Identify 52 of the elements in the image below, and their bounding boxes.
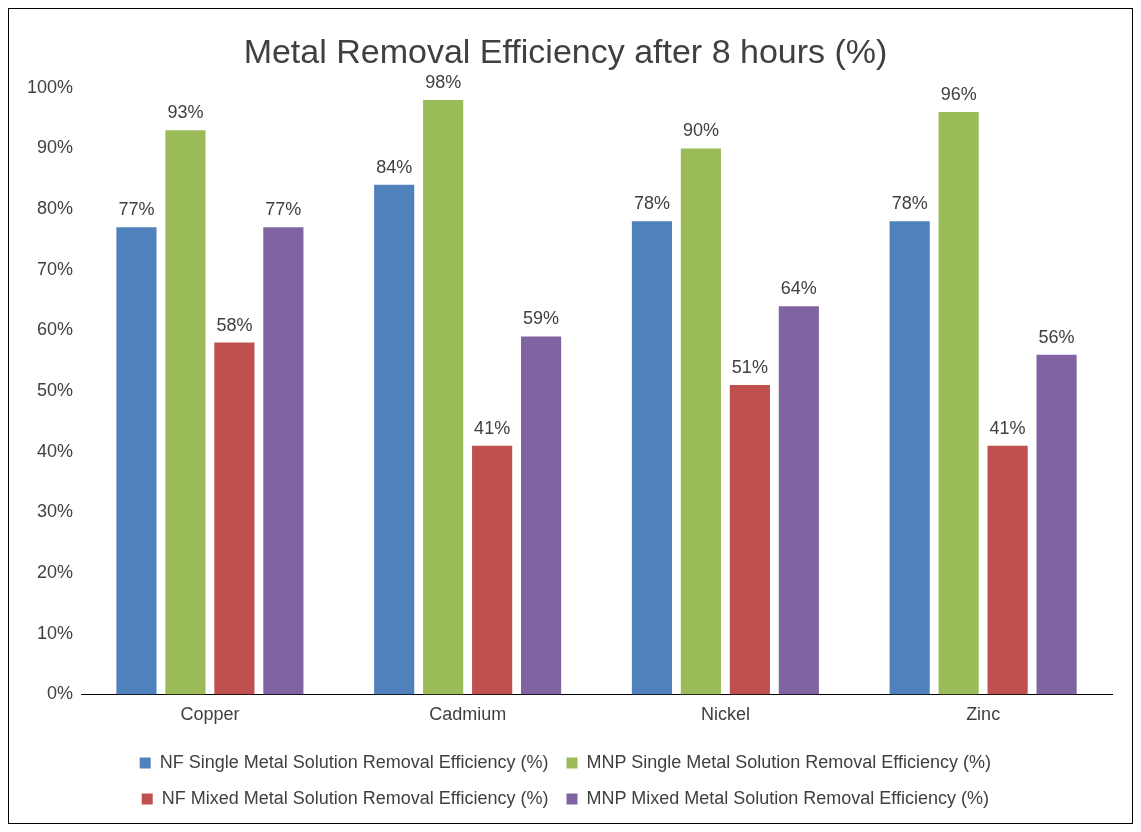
data-label: 77%	[265, 199, 302, 220]
x-tick-label: Zinc	[966, 704, 1001, 725]
data-label: 93%	[167, 102, 204, 123]
y-tick-label: 100%	[26, 76, 74, 97]
x-tick-label: Copper	[180, 704, 240, 725]
data-label: 77%	[118, 199, 155, 220]
data-label: 78%	[633, 193, 670, 214]
y-tick-label: 40%	[37, 440, 74, 461]
bar	[214, 342, 255, 695]
bar	[631, 221, 673, 695]
data-label: 41%	[474, 417, 511, 438]
y-tick-label: 80%	[37, 198, 74, 219]
data-label: 51%	[731, 357, 768, 377]
data-label: 78%	[891, 193, 928, 214]
bar	[987, 445, 1028, 695]
chart-title: Metal Removal Efficiency after 8 hours (%)	[243, 31, 888, 70]
x-tick-label: Nickel	[700, 704, 750, 725]
y-tick-label: 20%	[37, 562, 74, 583]
bar	[1036, 354, 1077, 695]
data-label: 84%	[376, 156, 413, 177]
bar	[374, 184, 415, 695]
y-tick-label: 60%	[37, 319, 74, 340]
bar	[116, 227, 157, 695]
data-label: 59%	[523, 308, 560, 329]
bar	[778, 306, 819, 695]
bar	[729, 385, 770, 695]
y-tick-label: 10%	[37, 622, 74, 643]
data-label: 41%	[989, 417, 1026, 438]
bar	[521, 336, 562, 695]
y-tick-label: 50%	[37, 380, 74, 401]
x-tick-label: Cadmium	[429, 704, 507, 725]
y-tick-label: 30%	[37, 501, 74, 522]
y-tick-label: 90%	[37, 137, 74, 158]
data-label: 96%	[940, 84, 977, 105]
legend-label: NF Mixed Metal Solution Removal Efficiency (%)	[161, 787, 549, 808]
data-label: 90%	[682, 120, 719, 141]
y-tick-label: 0%	[47, 683, 74, 704]
bar	[263, 227, 304, 695]
data-label: 64%	[780, 278, 817, 299]
bar	[938, 112, 979, 695]
bar	[889, 221, 930, 695]
bar	[423, 99, 464, 695]
data-label: 56%	[1038, 326, 1075, 347]
data-label: 58%	[216, 314, 253, 335]
data-label: 98%	[425, 71, 462, 92]
bar	[680, 148, 721, 695]
y-tick-label: 70%	[37, 258, 74, 279]
legend-label: NF Single Metal Solution Removal Efficiency (%)	[159, 751, 549, 772]
bar	[165, 130, 206, 695]
bar	[472, 445, 513, 695]
legend-label: MNP Single Metal Solution Removal Efficiency (%)	[586, 751, 991, 772]
legend-label: MNP Mixed Metal Solution Removal Efficiency (%)	[586, 787, 989, 808]
